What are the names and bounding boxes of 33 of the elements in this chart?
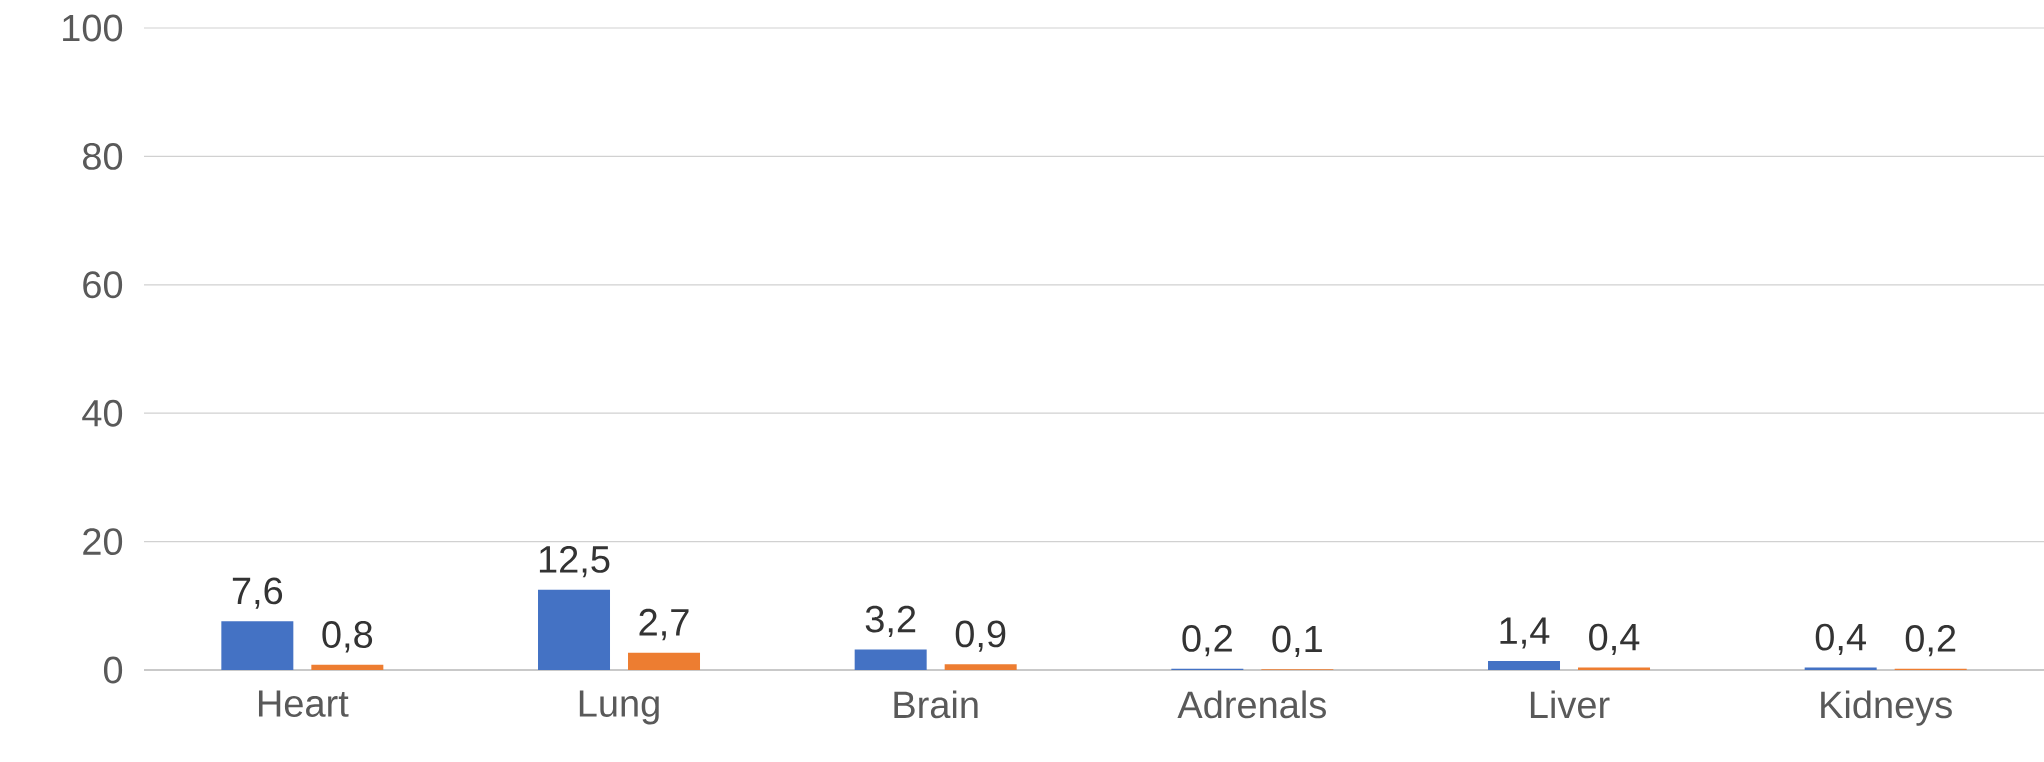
bar	[1488, 661, 1560, 670]
data-label: 0,8	[322, 621, 373, 653]
data-label: 0,4	[1815, 623, 1866, 656]
bar	[221, 621, 294, 670]
y-tick-label: 20	[83, 528, 123, 556]
data-label: 0,1	[1272, 625, 1322, 657]
bar	[538, 589, 611, 670]
y-tick-label: 0	[103, 656, 123, 684]
x-tick-label: Liver	[1530, 690, 1610, 719]
data-label: 0,2	[1905, 624, 1956, 657]
data-label: 1,4	[1500, 617, 1550, 649]
y-tick-label: 40	[82, 399, 123, 427]
x-tick-label: Heart	[258, 690, 349, 717]
data-label: 12,5	[539, 545, 610, 578]
data-label: 7,6	[232, 577, 283, 609]
bar	[628, 652, 701, 670]
bar	[944, 664, 1017, 670]
data-label: 0,4	[1589, 623, 1640, 656]
x-tick-label: Brain	[894, 690, 978, 719]
data-label: 2,7	[639, 608, 689, 641]
y-tick-label: 60	[83, 271, 123, 299]
y-tick-label: 100	[63, 14, 123, 42]
data-label: 0,9	[955, 620, 1006, 652]
x-tick-label: Kidneys	[1821, 690, 1952, 726]
x-tick-label: Adrenals	[1177, 690, 1326, 719]
data-label: 0,2	[1182, 624, 1232, 657]
bar	[854, 649, 927, 670]
bar	[311, 664, 384, 670]
bar	[1578, 667, 1651, 670]
bar	[1804, 667, 1877, 670]
y-tick-label: 80	[83, 142, 123, 170]
data-label: 3,2	[865, 605, 916, 638]
x-tick-label: Lung	[579, 690, 659, 725]
